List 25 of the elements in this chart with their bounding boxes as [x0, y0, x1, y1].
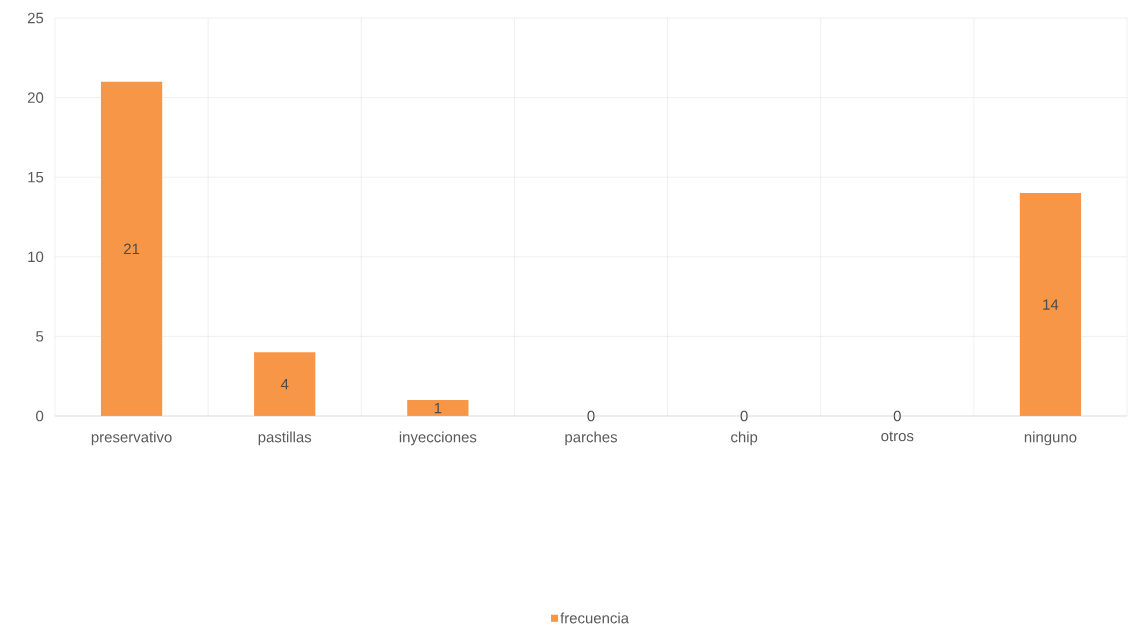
data-label: 1	[434, 402, 442, 414]
x-tick-label: otros	[881, 431, 914, 442]
bar	[407, 400, 469, 416]
y-tick-label: 25	[27, 12, 44, 24]
data-label: 0	[587, 410, 595, 422]
x-tick-label: preservativo	[91, 431, 172, 446]
x-tick-label: ninguno	[1024, 431, 1077, 446]
legend-label: frecuencia	[560, 612, 630, 624]
y-tick-label: 0	[36, 410, 44, 422]
y-tick-label: 5	[36, 331, 44, 342]
bar	[1019, 193, 1082, 416]
x-tick-label: pastillas	[258, 431, 312, 446]
bar	[254, 352, 316, 416]
data-label: 0	[893, 410, 901, 422]
y-tick-label: 20	[27, 92, 44, 103]
data-label: 4	[280, 379, 289, 390]
data-label: 21	[124, 243, 140, 255]
x-tick-label: parches	[565, 431, 618, 446]
x-tick-label: chip	[731, 431, 758, 446]
data-label: 0	[740, 410, 748, 422]
x-tick-label: inyecciones	[399, 431, 477, 446]
bar	[100, 81, 163, 416]
y-tick-label: 15	[28, 171, 44, 183]
y-tick-label: 10	[28, 251, 44, 263]
data-label: 14	[1043, 299, 1059, 310]
